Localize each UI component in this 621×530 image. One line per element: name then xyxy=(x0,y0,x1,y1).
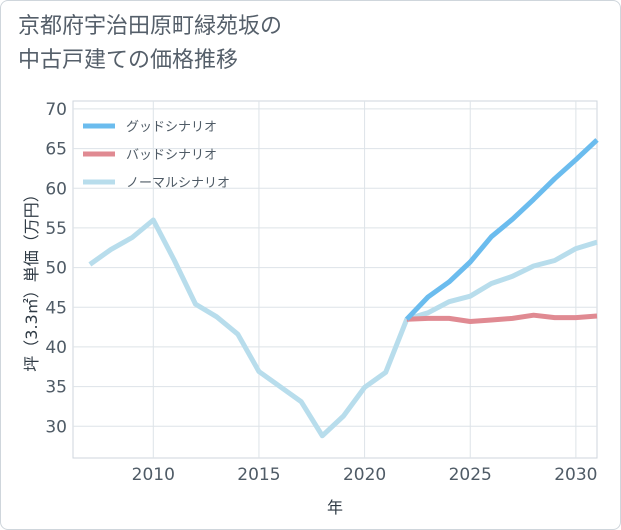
y-axis-label: 坪（3.3㎡）単価（万円） xyxy=(22,186,41,371)
y-tick-label: 55 xyxy=(45,219,67,239)
normal-scenario-line xyxy=(88,217,598,439)
x-tick-label: 2015 xyxy=(237,465,280,485)
y-tick-label: 45 xyxy=(45,298,67,318)
x-tick-label: 2020 xyxy=(343,465,386,485)
y-tick-label: 65 xyxy=(45,140,67,160)
grid-lines xyxy=(73,101,597,458)
chart-title-line-2: 中古戸建ての価格推移 xyxy=(18,48,239,73)
x-axis-label: 年 xyxy=(327,498,343,517)
series-lines xyxy=(88,138,599,439)
legend-label-normal-scenario: ノーマルシナリオ xyxy=(126,176,230,191)
y-tick-label: 70 xyxy=(45,100,67,120)
y-tick-label: 35 xyxy=(45,378,67,398)
tick-labels: 30 35 40 45 50 55 60 65 70 2010 2015 2020 2025 2030 xyxy=(45,100,597,485)
good-scenario-line xyxy=(404,138,599,321)
y-tick-label: 60 xyxy=(45,179,67,199)
x-tick-label: 2030 xyxy=(554,465,597,485)
y-tick-label: 40 xyxy=(45,338,67,358)
y-tick-label: 30 xyxy=(45,417,67,437)
chart-title: 京都府宇治田原町緑苑坂の 中古戸建ての価格推移 xyxy=(18,10,282,78)
y-tick-label: 50 xyxy=(45,259,67,279)
x-tick-label: 2025 xyxy=(449,465,492,485)
bad-scenario-line xyxy=(406,312,598,324)
legend-label-bad-scenario: バッドシナリオ xyxy=(126,148,217,163)
legend-label-good-scenario: グッドシナリオ xyxy=(126,120,217,135)
chart-title-line-1: 京都府宇治田原町緑苑坂の xyxy=(18,14,283,39)
x-tick-label: 2010 xyxy=(132,465,175,485)
